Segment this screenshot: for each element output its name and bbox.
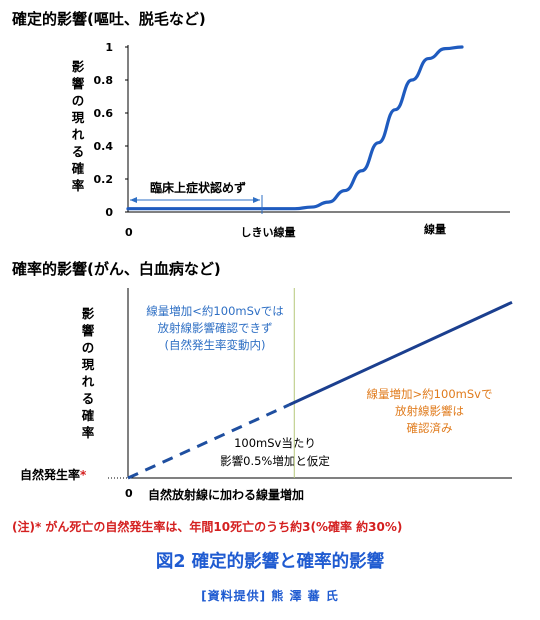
chart1-ylabel: 影響の現れる確率	[71, 59, 85, 193]
chart2-series-dashed	[127, 403, 290, 480]
chart1-x-tick-label: 0	[125, 226, 133, 239]
footnote: (注)* がん死亡の自然発生率は、年間10死亡のうち約3(%確率 約30%)	[12, 520, 403, 534]
chart1-y-tick-label: 0.8	[94, 74, 114, 87]
chart1-curve	[126, 45, 464, 211]
chart2-annotation-orange: 線量増加>約100mSvで 放射線影響は 確認済み	[366, 387, 493, 435]
chart1-y-tick-label: 0.4	[94, 140, 114, 153]
chart1-title: 確定的影響(嘔吐、脱毛など)	[12, 10, 206, 28]
chart2-ylabel: 影響の現れる確率	[81, 306, 95, 440]
chart2-annotation-blue: 線量増加<約100mSvでは 放射線影響確認できず (自然発生率変動内)	[146, 304, 284, 352]
chart2-x-tick-label: 0	[125, 487, 133, 500]
chart2-xlabel: 自然放射線に加わる線量増加	[148, 488, 305, 502]
figure-caption: 図2 確定的影響と確率的影響	[155, 552, 385, 572]
chart2-baseline-label: 自然発生率*	[20, 468, 87, 482]
chart1-y-tick-label: 1	[105, 41, 113, 54]
chart1-x-tick-label: 線量	[424, 222, 446, 236]
chart2-series-solid	[288, 300, 513, 407]
chart1-y-tick-label: 0.2	[94, 173, 114, 186]
credit: [資料提供] 熊 澤 蕃 氏	[201, 589, 339, 603]
chart1-y-tick-label: 0.6	[94, 107, 114, 120]
chart1-y-tick-label: 0	[105, 206, 113, 219]
chart2-annotation-black: 100mSv当たり 影響0.5%増加と仮定	[220, 436, 330, 468]
chart1-arrowhead-right	[253, 197, 260, 203]
chart1-annotation: 臨床上症状認めず	[150, 181, 247, 195]
chart2-title: 確率的影響(がん、白血病など)	[12, 260, 221, 278]
chart1-arrowhead-left	[130, 197, 137, 203]
chart1-x-tick-label: しきい線量	[241, 225, 296, 239]
